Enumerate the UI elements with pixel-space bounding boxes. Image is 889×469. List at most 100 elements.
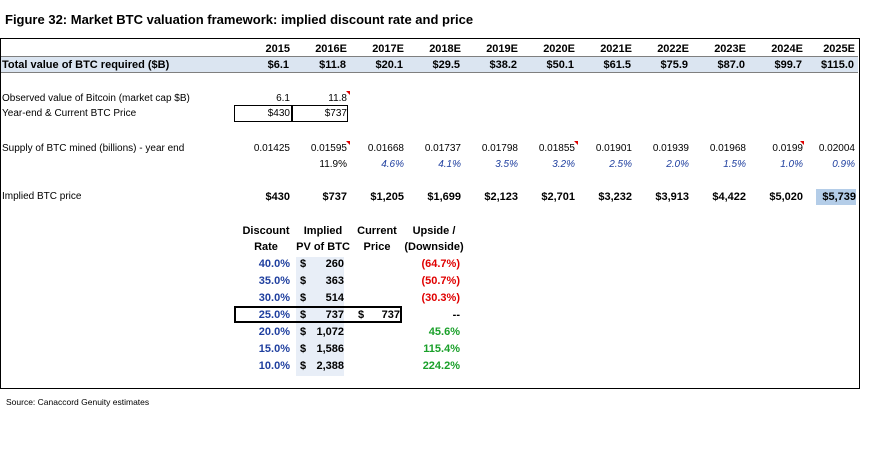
rate-cell: 30.0% (258, 292, 290, 304)
row-label: Year-end & Current BTC Price (2, 108, 137, 119)
source-note: Source: Canaccord Genuity estimates (6, 397, 150, 407)
implied-cell: $3,232 (598, 191, 632, 203)
upside-cell: 224.2% (422, 360, 460, 372)
current-price-cell: 737 (381, 309, 400, 321)
header-discount: Rate (254, 241, 278, 253)
growth-cell: 2.0% (666, 159, 689, 170)
supply-growth-row: 11.9% 4.6% 4.1% 3.5% 3.2% 2.5% 2.0% 1.5%… (1, 157, 858, 175)
comment-flag-icon (346, 91, 350, 95)
header-current: Price (363, 241, 391, 253)
supply-cell: 0.01668 (367, 143, 404, 154)
rate-cell: 15.0% (258, 343, 290, 355)
header-upside: (Downside) (404, 241, 464, 253)
pv-cell: 1,586 (316, 343, 344, 355)
pv-cell: 1,072 (316, 326, 344, 338)
currency-symbol: $ (300, 326, 307, 338)
supply-cell: 0.01737 (424, 143, 461, 154)
growth-cell: 2.5% (609, 159, 632, 170)
comment-flag-icon (574, 141, 578, 145)
observed-cell: 6.1 (276, 93, 290, 104)
total-value-cell: $11.8 (319, 59, 346, 71)
implied-price-row: Implied BTC price $430 $737 $1,205 $1,69… (1, 189, 858, 207)
year-end-price-row: Year-end & Current BTC Price $430 $737 (1, 106, 858, 124)
current-rate-box (234, 306, 402, 323)
row-label: Supply of BTC mined (billions) - year en… (2, 143, 185, 154)
implied-cell: $3,913 (655, 191, 689, 203)
total-value-cell: $20.1 (375, 59, 403, 71)
supply-cell: 0.01968 (709, 143, 746, 154)
upside-cell: (50.7%) (421, 275, 460, 287)
observed-value-row: Observed value of Bitcoin (market cap $B… (1, 91, 858, 109)
pv-cell: 737 (325, 309, 344, 321)
currency-symbol: $ (300, 258, 307, 270)
growth-cell: 0.9% (832, 159, 855, 170)
currency-symbol: $ (300, 275, 307, 287)
supply-cell: 0.01595 (310, 143, 347, 154)
implied-cell-selected[interactable]: $5,739 (816, 189, 856, 205)
upside-cell: (64.7%) (421, 258, 460, 270)
growth-cell: 4.6% (381, 159, 404, 170)
header-implied: Implied (303, 225, 343, 237)
row-label: Implied BTC price (2, 191, 82, 202)
implied-cell: $430 (265, 191, 290, 203)
row-label: Total value of BTC required ($B) (2, 59, 170, 71)
upside-cell: 45.6% (428, 326, 460, 338)
year-header: 2019E (486, 43, 518, 55)
header-implied: PV of BTC (296, 241, 350, 253)
rate-cell: 10.0% (258, 360, 290, 372)
implied-cell: $737 (322, 191, 347, 203)
year-header: 2015 (265, 43, 290, 55)
growth-cell: 4.1% (438, 159, 461, 170)
header-current: Current (357, 225, 397, 237)
year-end-cell: $737 (324, 108, 347, 119)
implied-cell: $5,020 (769, 191, 803, 203)
figure-title: Figure 32: Market BTC valuation framewor… (5, 12, 474, 27)
rate-cell: 20.0% (258, 326, 290, 338)
growth-cell: 3.5% (495, 159, 518, 170)
total-value-cell: $38.2 (489, 59, 517, 71)
currency-symbol: $ (300, 343, 307, 355)
upside-cell: -- (452, 309, 460, 321)
row-label: Observed value of Bitcoin (market cap $B… (2, 93, 190, 104)
total-value-cell: $99.7 (774, 59, 802, 71)
total-value-cell: $50.1 (546, 59, 574, 71)
comment-flag-icon (800, 141, 804, 145)
pv-cell: 514 (325, 292, 344, 304)
total-value-cell: $29.5 (432, 59, 460, 71)
growth-cell: 1.5% (723, 159, 746, 170)
pv-cell: 2,388 (316, 360, 344, 372)
upside-cell: 115.4% (423, 343, 460, 355)
currency-symbol: $ (300, 360, 307, 372)
supply-cell: 0.01939 (652, 143, 689, 154)
rate-cell: 25.0% (258, 309, 290, 321)
year-header: 2022E (657, 43, 689, 55)
currency-symbol: $ (358, 309, 365, 321)
rate-cell: 35.0% (258, 275, 290, 287)
upside-cell: (30.3%) (421, 292, 460, 304)
pv-column-shading (296, 257, 344, 376)
header-discount: Discount (242, 225, 290, 237)
table-frame (0, 38, 860, 389)
implied-cell: $1,699 (427, 191, 461, 203)
currency-symbol: $ (300, 309, 307, 321)
growth-cell: 3.2% (552, 159, 575, 170)
currency-symbol: $ (300, 292, 307, 304)
supply-row: Supply of BTC mined (billions) - year en… (1, 141, 858, 159)
price-box (292, 105, 348, 122)
year-header: 2020E (543, 43, 575, 55)
supply-cell: 0.0199 (772, 143, 803, 154)
total-value-cell: $61.5 (603, 59, 631, 71)
year-header-row: 2015 2016E 2017E 2018E 2019E 2020E 2021E… (1, 41, 858, 59)
pv-cell: 260 (325, 258, 344, 270)
year-header: 2025E (823, 43, 855, 55)
supply-cell: 0.01855 (538, 143, 575, 154)
growth-cell: 1.0% (780, 159, 803, 170)
pv-cell: 363 (325, 275, 344, 287)
year-header: 2018E (429, 43, 461, 55)
header-upside: Upside / (412, 225, 456, 237)
total-value-row: Total value of BTC required ($B) $6.1 $1… (1, 56, 858, 73)
year-header: 2021E (600, 43, 632, 55)
implied-cell: $1,205 (370, 191, 404, 203)
comment-flag-icon (346, 141, 350, 145)
total-value-cell: $115.0 (820, 59, 854, 71)
